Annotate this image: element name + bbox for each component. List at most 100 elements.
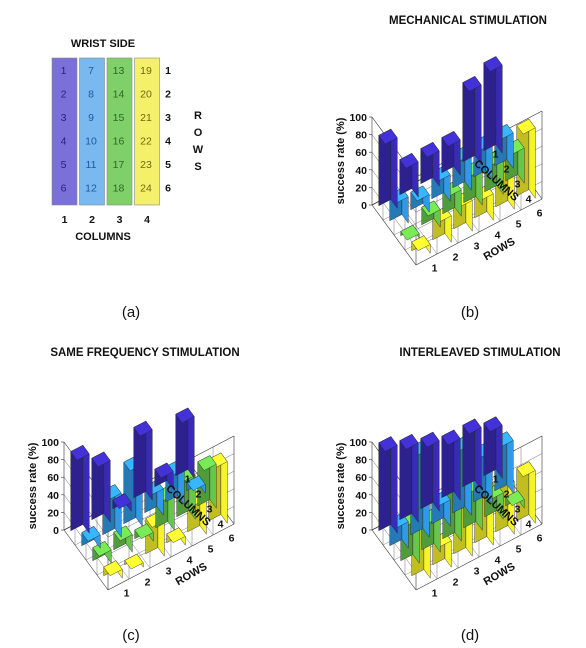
z-axis-label: success rate (%) bbox=[335, 442, 347, 529]
bar-col1-row6 bbox=[483, 55, 503, 154]
electrode-number: 20 bbox=[140, 89, 152, 101]
electrode-number: 6 bbox=[61, 183, 67, 195]
electrode-number: 14 bbox=[113, 89, 125, 101]
chart-title: SAME FREQUENCY STIMULATION bbox=[50, 347, 239, 359]
bar-col1-row1 bbox=[378, 435, 398, 534]
columns-label: COLUMNS bbox=[75, 231, 131, 243]
column-tick-label: 4 bbox=[218, 519, 224, 531]
electrode-number: 1 bbox=[61, 65, 67, 77]
z-tick-label: 40 bbox=[355, 490, 367, 502]
electrode-number: 4 bbox=[61, 136, 67, 148]
row-tick: 1 bbox=[165, 65, 171, 77]
electrode-number: 21 bbox=[140, 112, 152, 124]
bar-col3-row6 bbox=[505, 490, 525, 509]
map-title: WRIST SIDE bbox=[71, 38, 135, 50]
bar-col4-row4 bbox=[166, 527, 186, 546]
rows-label-letter: O bbox=[194, 127, 203, 139]
bar-col3-row6 bbox=[197, 454, 217, 509]
bar-col3-row2 bbox=[113, 525, 133, 553]
z-tick-label: 60 bbox=[355, 472, 367, 484]
row-tick: 6 bbox=[165, 183, 171, 195]
column-tick-label: 2 bbox=[504, 489, 510, 501]
bar-col3-row1 bbox=[92, 540, 112, 564]
row-tick-label: 5 bbox=[208, 544, 214, 556]
column-tick-label: 1 bbox=[493, 149, 499, 161]
z-tick-label: 40 bbox=[47, 490, 59, 502]
column-tick-label: 2 bbox=[196, 489, 202, 501]
row-tick-label: 2 bbox=[145, 577, 151, 589]
column-tick-label: 3 bbox=[207, 504, 213, 516]
column-tick-label: 3 bbox=[515, 179, 521, 191]
z-tick-label: 60 bbox=[355, 147, 367, 159]
electrode-number: 8 bbox=[88, 89, 94, 101]
row-tick-label: 6 bbox=[537, 208, 543, 220]
map-column-2 bbox=[79, 57, 105, 206]
row-tick-label: 3 bbox=[166, 566, 172, 578]
rows-label-letter: W bbox=[193, 144, 204, 156]
bar-col2-row1 bbox=[81, 525, 101, 549]
electrode-number: 17 bbox=[113, 159, 125, 171]
bar-col3-row1 bbox=[400, 224, 420, 241]
column-tick-label: 1 bbox=[185, 474, 191, 486]
column-tick-label: 3 bbox=[515, 504, 521, 516]
column-tick-label: 2 bbox=[504, 164, 510, 176]
electrode-number: 15 bbox=[113, 112, 125, 124]
bar-col1-row3 bbox=[420, 431, 440, 512]
row-tick-label: 5 bbox=[516, 219, 522, 231]
bar-col1-row4 bbox=[133, 420, 153, 501]
row-tick-label: 6 bbox=[537, 533, 543, 545]
z-tick-label: 20 bbox=[355, 182, 367, 194]
bar-col1-row3 bbox=[420, 141, 440, 187]
bar-col1-row1 bbox=[378, 128, 398, 209]
chart-same-frequency-stimulation: SAME FREQUENCY STIMULATION 0 20 40 60 80 100su… bbox=[27, 347, 240, 600]
z-tick-label: 0 bbox=[53, 525, 59, 537]
map-column-1 bbox=[51, 57, 78, 206]
panel-label-a: (a) bbox=[122, 304, 140, 321]
z-tick-label: 40 bbox=[355, 165, 367, 177]
rows-label-letter: R bbox=[194, 110, 202, 122]
electrode-number: 11 bbox=[86, 159, 97, 171]
electrode-number: 10 bbox=[85, 136, 97, 148]
map-column-4 bbox=[134, 57, 160, 206]
row-tick-label: 3 bbox=[474, 566, 480, 578]
z-tick-label: 100 bbox=[349, 112, 367, 124]
z-axis-label: success rate (%) bbox=[27, 442, 39, 529]
bar-col2-row6 bbox=[186, 475, 206, 494]
z-tick-label: 80 bbox=[47, 455, 59, 467]
row-tick-label: 4 bbox=[187, 555, 193, 567]
z-tick-label: 60 bbox=[47, 472, 59, 484]
chart-interleaved-stimulation: INTERLEAVED STIMULATION 0 20 40 60 80 100succe… bbox=[335, 347, 561, 600]
bar-col4-row2 bbox=[124, 553, 144, 570]
electrode-number: 23 bbox=[140, 159, 152, 171]
electrode-number: 22 bbox=[140, 136, 152, 148]
electrode-number: 18 bbox=[113, 183, 125, 195]
row-tick-label: 3 bbox=[474, 241, 480, 253]
bar-col1-row5 bbox=[462, 75, 482, 165]
chart-mechanical-stimulation: MECHANICAL STIMULATION 0 20 40 60 80 100succes… bbox=[335, 15, 547, 275]
row-tick: 5 bbox=[165, 159, 171, 171]
row-tick: 3 bbox=[165, 112, 171, 124]
row-tick: 4 bbox=[165, 136, 171, 148]
electrode-number: 7 bbox=[88, 65, 94, 77]
chart-title: INTERLEAVED STIMULATION bbox=[399, 347, 560, 359]
panel-label-b: (b) bbox=[461, 304, 479, 321]
row-tick-label: 1 bbox=[432, 263, 438, 275]
z-tick-label: 100 bbox=[41, 437, 59, 449]
electrode-number: 9 bbox=[88, 112, 94, 124]
z-tick-label: 80 bbox=[355, 455, 367, 467]
chart-title: MECHANICAL STIMULATION bbox=[389, 15, 547, 27]
z-tick-label: 20 bbox=[355, 507, 367, 519]
bar-col1-row6 bbox=[175, 407, 195, 479]
bar-col1-row1 bbox=[70, 444, 90, 534]
z-tick-label: 100 bbox=[349, 437, 367, 449]
electrode-number: 2 bbox=[61, 89, 67, 101]
z-tick-label: 20 bbox=[47, 507, 59, 519]
bar-col1-row4 bbox=[441, 130, 461, 176]
column-tick: 4 bbox=[144, 214, 150, 226]
bar-col2-row2 bbox=[410, 185, 430, 213]
column-tick-label: 1 bbox=[493, 474, 499, 486]
bar-col1-row6 bbox=[483, 416, 503, 479]
bar-col4-row6 bbox=[516, 461, 536, 524]
z-tick-label: 80 bbox=[355, 130, 367, 142]
